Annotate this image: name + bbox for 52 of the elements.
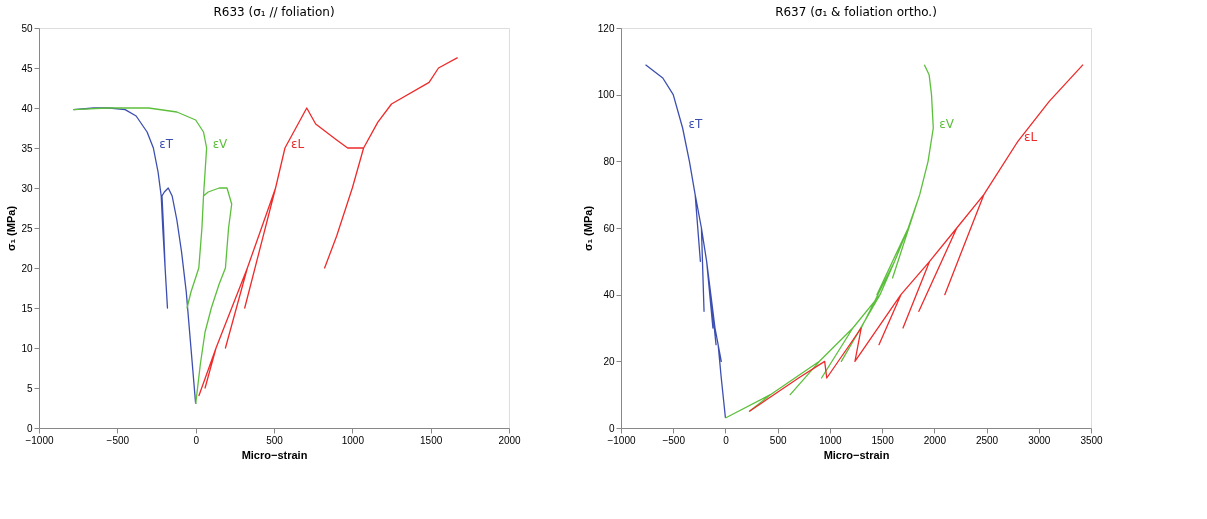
y-tick-label: 0 xyxy=(608,422,615,434)
x-tick-label: 2500 xyxy=(975,434,999,446)
x-tick-label: −500 xyxy=(106,434,130,446)
y-tick-label: 35 xyxy=(21,142,33,154)
y-tick-label: 50 xyxy=(21,22,33,34)
y-tick-label: 40 xyxy=(21,102,33,114)
x-tick-label: 500 xyxy=(769,434,787,446)
x-tick-label: 1500 xyxy=(871,434,895,446)
y-tick-label: 45 xyxy=(21,62,33,74)
series-label: εL xyxy=(1023,130,1038,145)
x-tick-label: 0 xyxy=(723,434,730,446)
y-tick-label: 20 xyxy=(21,262,33,274)
series-label: εV xyxy=(212,137,229,151)
y-tick-label: 40 xyxy=(603,289,615,301)
line-series xyxy=(748,64,1084,412)
y-tick-label: 0 xyxy=(26,422,33,434)
y-tick-label: 30 xyxy=(21,182,33,194)
x-tick-label: −1000 xyxy=(607,434,636,446)
line-series xyxy=(724,64,934,419)
series-label: εL xyxy=(290,137,305,151)
line-series xyxy=(644,64,727,419)
x-axis-title: Micro−strain xyxy=(241,448,308,461)
y-tick-label: 100 xyxy=(597,89,615,101)
y-tick-label: 10 xyxy=(21,342,33,354)
x-tick-label: 2000 xyxy=(923,434,947,446)
y-axis-title: σ₁ (MPa) xyxy=(581,205,594,252)
x-tick-label: 1000 xyxy=(341,434,365,446)
x-tick-label: −1000 xyxy=(25,434,54,446)
x-tick-label: 500 xyxy=(266,434,284,446)
line-series xyxy=(72,107,233,405)
x-tick-label: 3500 xyxy=(1080,434,1104,446)
chart-title: R637 (σ₁ & foliation ortho.) xyxy=(775,5,937,19)
y-axis-title: σ₁ (MPa) xyxy=(5,205,18,252)
x-tick-label: 3000 xyxy=(1028,434,1051,446)
y-tick-label: 25 xyxy=(21,222,33,234)
y-tick-label: 60 xyxy=(603,222,615,234)
x-tick-label: −500 xyxy=(662,434,686,446)
x-tick-label: 2000 xyxy=(498,434,522,446)
series-label: εV xyxy=(939,117,955,131)
x-tick-label: 1500 xyxy=(420,434,443,446)
y-tick-label: 15 xyxy=(21,302,33,314)
x-axis-title: Micro−strain xyxy=(823,448,890,461)
x-tick-label: 1000 xyxy=(819,434,842,446)
chart-title: R633 (σ₁ // foliation) xyxy=(213,5,335,19)
x-tick-label: 0 xyxy=(193,434,200,446)
y-tick-label: 80 xyxy=(603,155,615,167)
series-label: εT xyxy=(159,137,174,151)
y-tick-label: 20 xyxy=(603,355,615,367)
series-label: εT xyxy=(688,117,704,131)
y-tick-label: 5 xyxy=(26,382,33,394)
line-series xyxy=(198,56,459,397)
y-tick-label: 120 xyxy=(597,22,615,34)
